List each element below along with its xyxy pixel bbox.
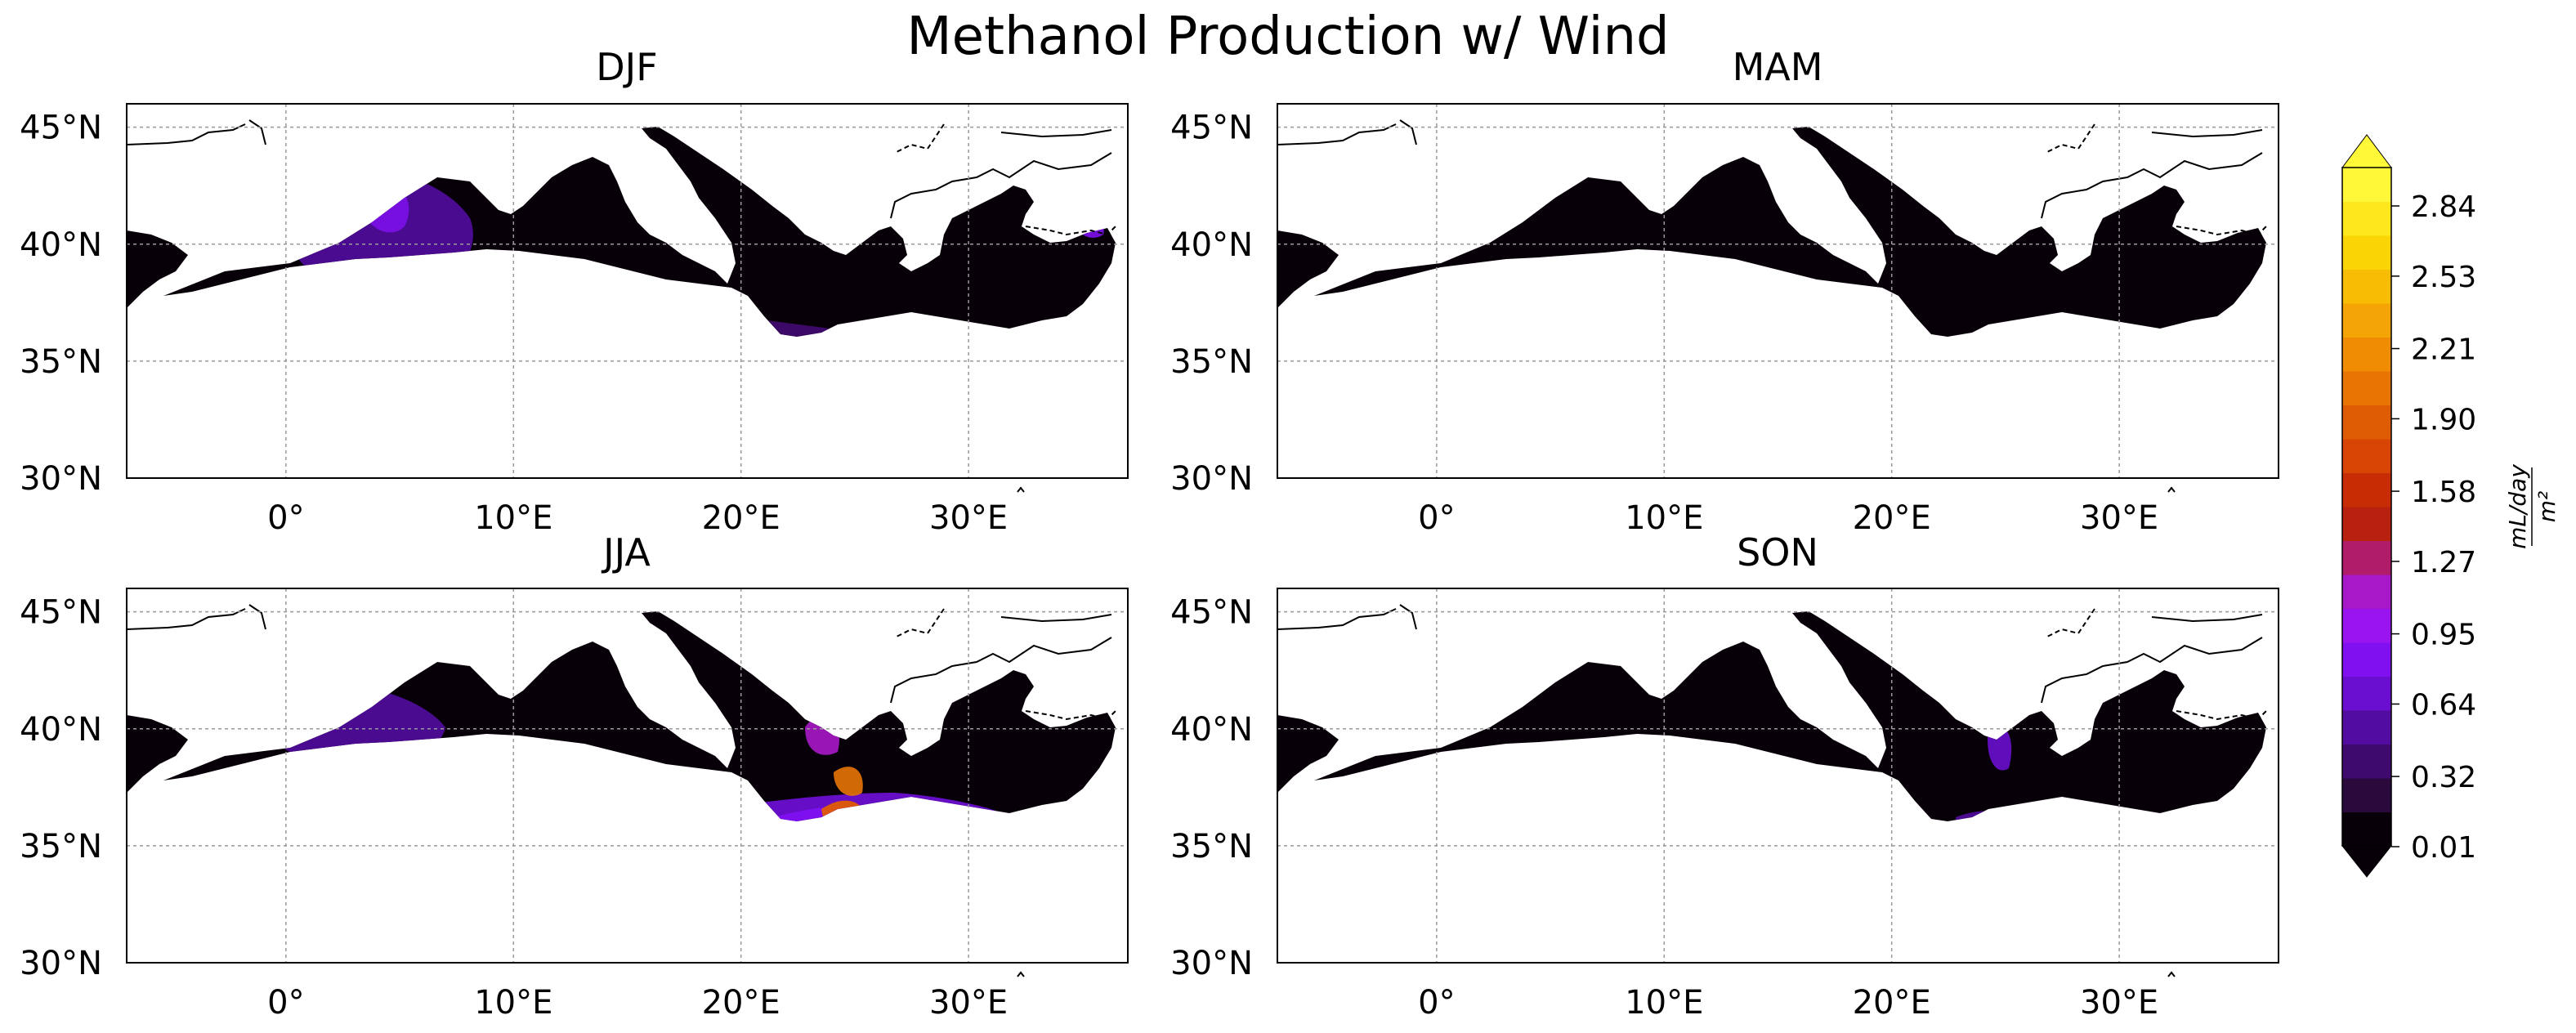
lon-tick-label: 0°: [1418, 499, 1455, 537]
lon-tick-label: 20°E: [1853, 499, 1931, 537]
lat-tick-label: 45°N: [1170, 110, 1253, 147]
panel-djf: DJF 45°N 40°N 35°N 30°N 0° 10°E 20°E 30°E: [20, 45, 1129, 537]
colorbar-segment: [2342, 269, 2391, 304]
colorbar-segment: [2342, 778, 2391, 812]
colorbar-segment: [2342, 676, 2391, 711]
lat-tick-label: 35°N: [20, 343, 102, 381]
colorbar: 2.84 2.53 2.21 1.90 1.58 1.27 0.95 0.64 0.32 0.01…: [2341, 134, 2560, 878]
colorbar-tick-label: 0.64: [2411, 688, 2476, 722]
colorbar-segment: [2342, 303, 2391, 338]
colorbar-extend-low: [2341, 845, 2393, 878]
panel-title: DJF: [596, 45, 657, 89]
colorbar-tick-label: 2.53: [2411, 261, 2476, 294]
colorbar-segment: [2342, 507, 2391, 541]
colorbar-unit-label: mL/day m²: [2504, 464, 2560, 549]
lon-tick-label: 10°E: [474, 984, 552, 1022]
panel-title: JJA: [601, 530, 651, 575]
colorbar-segment: [2342, 575, 2391, 609]
lon-tick-label: 10°E: [474, 499, 552, 537]
unit-numerator: mL/day: [2504, 464, 2531, 549]
lon-tick-label: 0°: [1418, 984, 1455, 1022]
lon-tick-label: 30°E: [929, 984, 1008, 1022]
colorbar-tick-label: 0.95: [2411, 619, 2476, 652]
lon-tick-label: 0°: [267, 499, 304, 537]
colorbar-segment: [2342, 642, 2391, 677]
lat-tick-label: 45°N: [1170, 594, 1253, 632]
lat-tick-label: 30°N: [1170, 460, 1253, 498]
colorbar-segment: [2342, 371, 2391, 405]
lon-tick-label: 10°E: [1625, 499, 1703, 537]
lat-tick-label: 30°N: [1170, 945, 1253, 982]
lon-tick-label: 30°E: [2080, 984, 2158, 1022]
colorbar-tick-label: 2.21: [2411, 333, 2476, 367]
lat-tick-label: 40°N: [20, 711, 102, 749]
lon-tick-label: 20°E: [702, 984, 780, 1022]
lat-tick-label: 45°N: [20, 594, 102, 632]
colorbar-segment: [2342, 744, 2391, 779]
colorbar-tick-label: 0.32: [2411, 761, 2476, 794]
colorbar-segment: [2342, 439, 2391, 473]
lat-tick-label: 35°N: [20, 828, 102, 865]
colorbar-tick-label: 2.84: [2411, 190, 2476, 224]
figure-title: Methanol Production w/ Wind: [906, 7, 1669, 67]
panel-son: SON 45°N 40°N 35°N 30°N 0° 10°E 20°E 30°E: [1170, 530, 2279, 1022]
lon-tick-label: 20°E: [1853, 984, 1931, 1022]
map-frame: [126, 103, 1129, 479]
colorbar-extend-high: [2341, 134, 2392, 168]
lat-tick-label: 45°N: [20, 110, 102, 147]
lat-tick-label: 35°N: [1170, 828, 1253, 865]
lat-tick-label: 40°N: [1170, 711, 1253, 749]
panel-title: SON: [1737, 530, 1818, 575]
colorbar-segment: [2342, 812, 2391, 847]
colorbar-segment: [2342, 337, 2391, 372]
map-frame: [126, 588, 1129, 964]
lat-tick-label: 35°N: [1170, 343, 1253, 381]
lon-tick-label: 10°E: [1625, 984, 1703, 1022]
lat-tick-label: 30°N: [20, 460, 102, 498]
unit-denominator: m²: [2534, 491, 2560, 523]
lon-tick-label: 30°E: [2080, 499, 2158, 537]
colorbar-segment: [2342, 201, 2391, 236]
colorbar-tick-label: 1.58: [2411, 476, 2476, 509]
colorbar-segment: [2342, 405, 2391, 440]
colorbar-segment: [2342, 540, 2391, 575]
colorbar-segment: [2342, 168, 2391, 202]
map-frame: [1277, 103, 2279, 479]
panel-mam: MAM 45°N 40°N 35°N 30°N 0° 10°E 20°E 30°E: [1170, 45, 2279, 537]
panel-title: MAM: [1733, 45, 1823, 89]
colorbar-frame: [2341, 167, 2392, 847]
colorbar-tick-label: 1.27: [2411, 546, 2476, 579]
colorbar-segment: [2342, 710, 2391, 745]
lon-tick-label: 20°E: [702, 499, 780, 537]
lon-tick-label: 0°: [267, 984, 304, 1022]
colorbar-segment: [2342, 235, 2391, 270]
lat-tick-label: 40°N: [20, 226, 102, 264]
map-frame: [1277, 588, 2279, 964]
colorbar-tick-label: 0.01: [2411, 831, 2476, 865]
lon-tick-label: 30°E: [929, 499, 1008, 537]
panel-jja: JJA 45°N 40°N 35°N 30°N 0° 10°E 20°E 30°E: [20, 530, 1129, 1022]
lat-tick-label: 30°N: [20, 945, 102, 982]
colorbar-tick-label: 1.90: [2411, 403, 2476, 436]
lat-tick-label: 40°N: [1170, 226, 1253, 264]
contour-region: [834, 767, 863, 796]
colorbar-segment: [2342, 472, 2391, 508]
colorbar-segment: [2342, 608, 2391, 643]
